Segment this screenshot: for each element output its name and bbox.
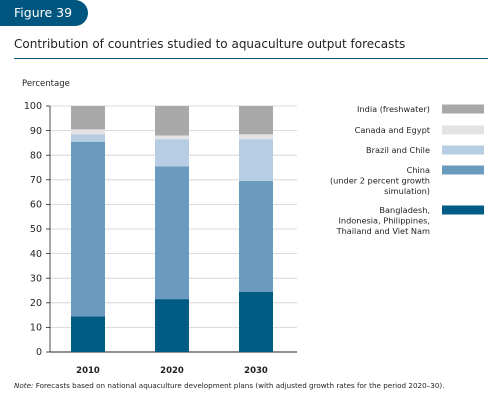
y-tick-label: 50 (30, 224, 42, 235)
y-tick-label: 100 (24, 101, 42, 112)
y-tick-label: 80 (30, 150, 42, 161)
legend-swatch (442, 165, 484, 175)
bar-segment (155, 139, 189, 167)
x-tick-label: 2030 (244, 366, 268, 376)
bar-segment (239, 106, 273, 135)
bar-segment (155, 106, 189, 136)
legend-label: Bangladesh, (379, 205, 430, 215)
bar-segment (71, 141, 105, 317)
legend-label: Brazil and Chile (366, 145, 430, 155)
legend-label: (under 2 percent growth (330, 176, 430, 186)
footnote: Note: Forecasts based on national aquacu… (14, 381, 445, 390)
bar-segment (71, 106, 105, 130)
bar-segment (71, 134, 105, 142)
legend-swatch (442, 125, 484, 135)
note-prefix: Note: (14, 381, 34, 390)
title-rule (14, 58, 488, 59)
bar-segment (239, 291, 273, 352)
legend-swatch (442, 145, 484, 155)
legend-label: China (407, 165, 430, 175)
y-tick-label: 10 (30, 323, 42, 334)
y-tick-label: 30 (30, 273, 42, 284)
legend-label: Thailand and Viet Nam (336, 226, 430, 236)
legend-label: Indonesia, Philippines, (338, 216, 430, 226)
x-tick-label: 2010 (76, 366, 100, 376)
y-tick-label: 20 (30, 298, 42, 309)
bar-segment (71, 129, 105, 135)
figure-title: Contribution of countries studied to aqu… (14, 37, 406, 51)
note-text: Forecasts based on national aquaculture … (33, 381, 445, 390)
bar-segment (239, 134, 273, 140)
legend-swatch (442, 205, 484, 215)
y-tick-label: 40 (30, 249, 42, 260)
bar-segment (155, 299, 189, 352)
bar-segment (239, 181, 273, 292)
bar-segment (155, 135, 189, 140)
figure-label: Figure 39 (0, 0, 88, 26)
y-tick-label: 0 (36, 347, 42, 358)
bar-segment (71, 316, 105, 352)
y-axis-label: Percentage (22, 79, 70, 89)
legend-swatch (442, 104, 484, 114)
y-tick-label: 90 (30, 126, 42, 137)
legend-label: Canada and Egypt (355, 125, 431, 135)
legend-label: India (freshwater) (357, 104, 430, 114)
bar-segment (239, 139, 273, 182)
x-tick-label: 2020 (160, 366, 184, 376)
legend-label: simulation) (384, 186, 430, 196)
y-tick-label: 60 (30, 200, 42, 211)
y-tick-label: 70 (30, 175, 42, 186)
bar-segment (155, 166, 189, 300)
